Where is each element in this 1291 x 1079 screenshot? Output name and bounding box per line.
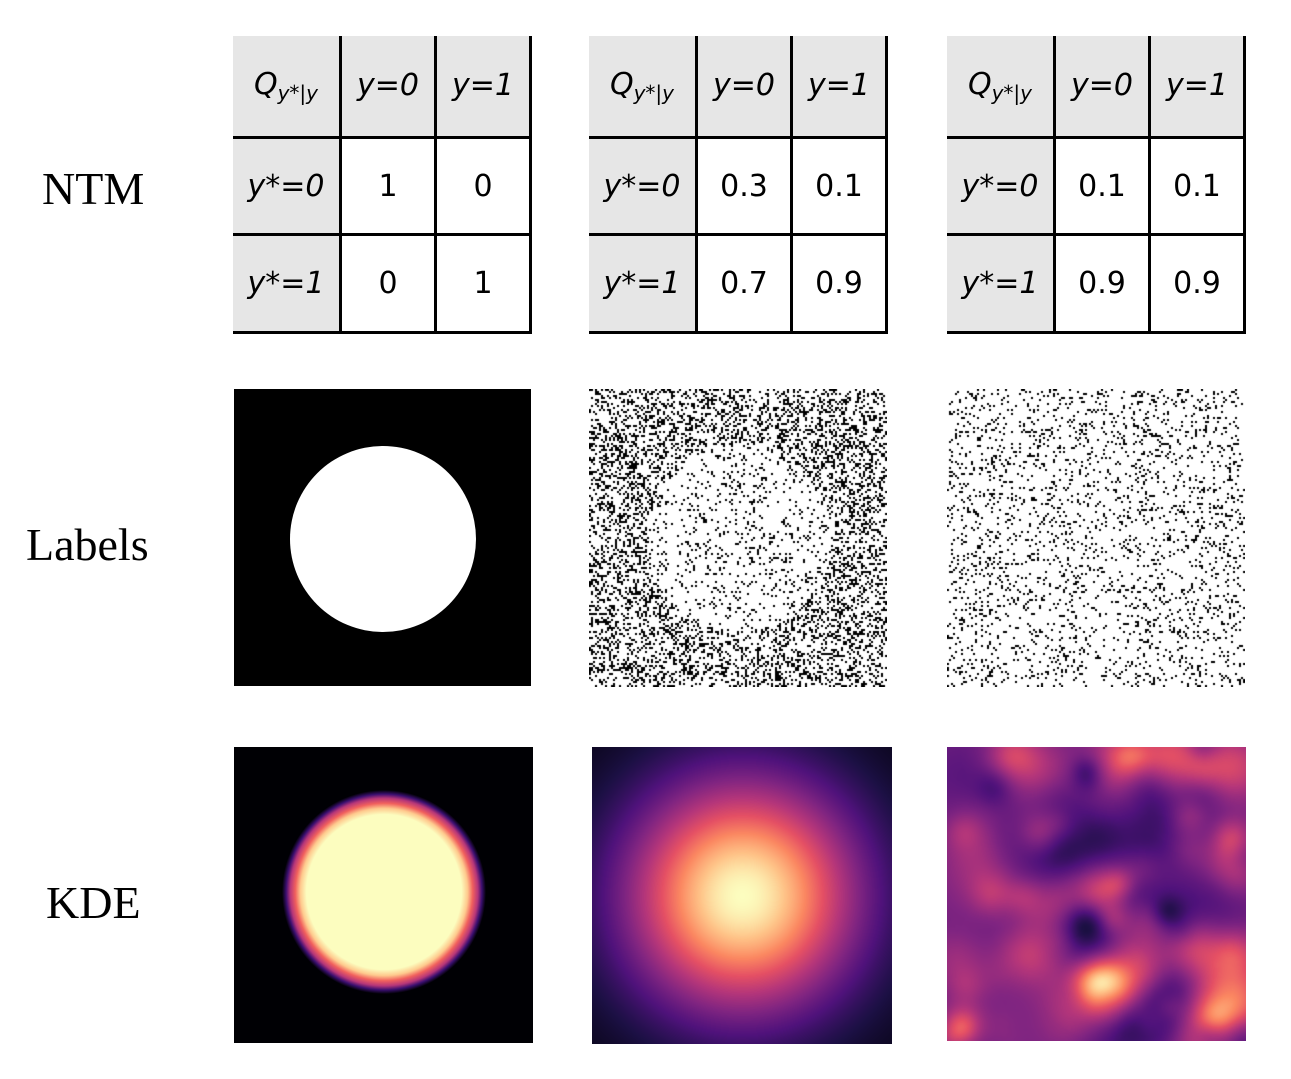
table-header-q: Qy*|y	[233, 36, 342, 139]
table-cell: 0.9	[790, 233, 888, 334]
table-cell: 0.9	[1053, 233, 1151, 334]
table-cell: 1	[434, 233, 532, 334]
table-header-y0: y=0	[339, 36, 437, 139]
ntm-table-clean: Qy*|y y=0 y=1 y*=0 1 0 y*=1 0 1	[233, 36, 532, 334]
table-header-q: Qy*|y	[589, 36, 698, 139]
table-header-q: Qy*|y	[947, 36, 1056, 139]
table-header-y1: y=1	[790, 36, 888, 139]
table-row-label: y*=0	[589, 135, 698, 237]
kde-image-moderate-noise	[592, 747, 892, 1044]
row-label-ntm: NTM	[42, 163, 145, 214]
table-cell: 0.9	[1148, 233, 1246, 334]
table-header-y1: y=1	[434, 36, 532, 139]
table-row-label: y*=1	[947, 233, 1056, 334]
table-row-label: y*=0	[947, 135, 1056, 237]
table-header-y0: y=0	[695, 36, 793, 139]
table-row-label: y*=1	[233, 233, 342, 334]
table-cell: 0.1	[1148, 135, 1246, 237]
kde-image-clean	[234, 747, 533, 1043]
table-header-y1: y=1	[1148, 36, 1246, 139]
table-row-label: y*=1	[589, 233, 698, 334]
row-label-labels: Labels	[26, 519, 149, 570]
table-cell: 0.1	[790, 135, 888, 237]
label-image-moderate-noise	[589, 389, 887, 687]
table-cell: 0.7	[695, 233, 793, 334]
row-label-kde: KDE	[46, 877, 141, 928]
label-image-clean	[234, 389, 531, 686]
table-row-label: y*=0	[233, 135, 342, 237]
label-image-heavy-noise	[947, 389, 1245, 687]
table-header-y0: y=0	[1053, 36, 1151, 139]
ntm-table-moderate: Qy*|y y=0 y=1 y*=0 0.3 0.1 y*=1 0.7 0.9	[589, 36, 888, 334]
kde-image-heavy-noise	[947, 747, 1246, 1041]
table-cell: 0.3	[695, 135, 793, 237]
table-cell: 0.1	[1053, 135, 1151, 237]
table-cell: 0	[434, 135, 532, 237]
table-cell: 1	[339, 135, 437, 237]
table-cell: 0	[339, 233, 437, 334]
ntm-table-heavy: Qy*|y y=0 y=1 y*=0 0.1 0.1 y*=1 0.9 0.9	[947, 36, 1246, 334]
